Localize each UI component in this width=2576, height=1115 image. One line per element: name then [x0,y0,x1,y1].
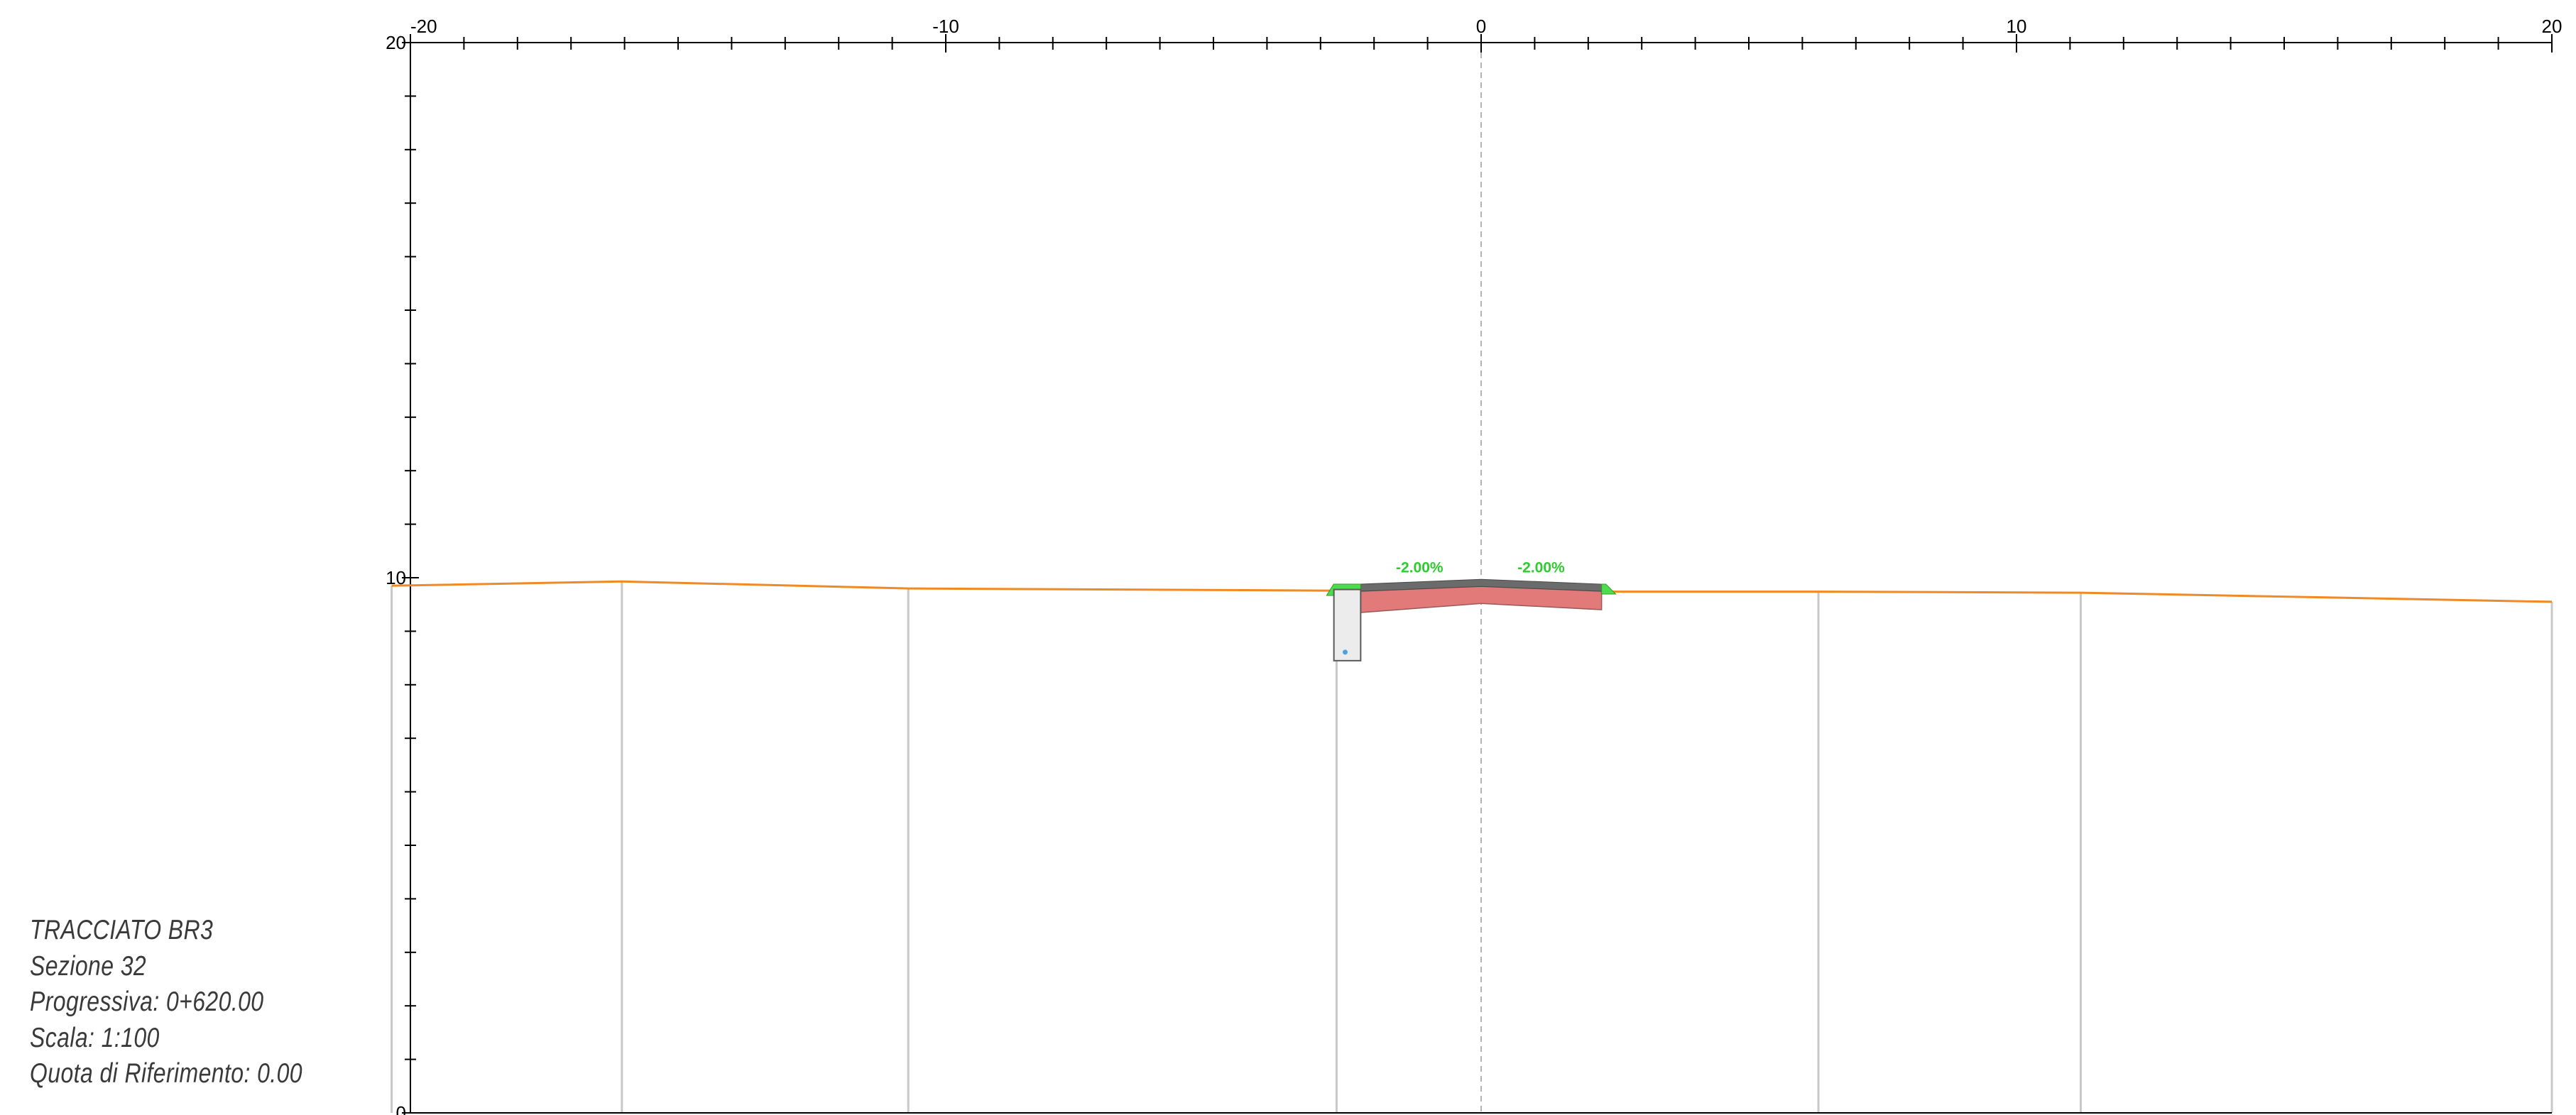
x-tick-label: 0 [1476,16,1486,37]
vertical-guides [391,581,2553,1113]
drain-pipe-marker [1343,649,1348,655]
x-tick-label: -20 [410,16,437,37]
right-shoulder [1601,583,1617,595]
x-axis-ticks [410,34,2553,53]
slope-label: -2.00% [1517,559,1565,576]
section-info-block: TRACCIATO BR3 Sezione 32 Progressiva: 0+… [30,913,302,1092]
reference-elevation: Quota di Riferimento: 0.00 [30,1058,302,1089]
x-tick-label: -10 [932,16,959,37]
slope-labels: -2.00% -2.00% [1396,559,1565,576]
y-tick-label: 20 [386,32,406,53]
alignment-name: TRACCIATO BR3 [30,915,214,945]
pavement-subbase-layer [1360,586,1603,613]
x-tick-label: 20 [2542,16,2563,37]
slope-label: -2.00% [1396,559,1443,576]
chainage: Progressiva: 0+620.00 [30,987,264,1017]
section-number: Sezione 32 [30,950,147,982]
drawing-scale: Scala: 1:100 [30,1022,160,1053]
road-structure [1326,578,1617,661]
x-axis-tick-labels: -20 -10 0 10 20 [410,16,2562,37]
drain-box [1333,588,1362,661]
x-tick-label: 10 [2007,16,2027,37]
y-tick-label: 0 [396,1102,406,1115]
y-axis-ticks [402,42,419,1114]
